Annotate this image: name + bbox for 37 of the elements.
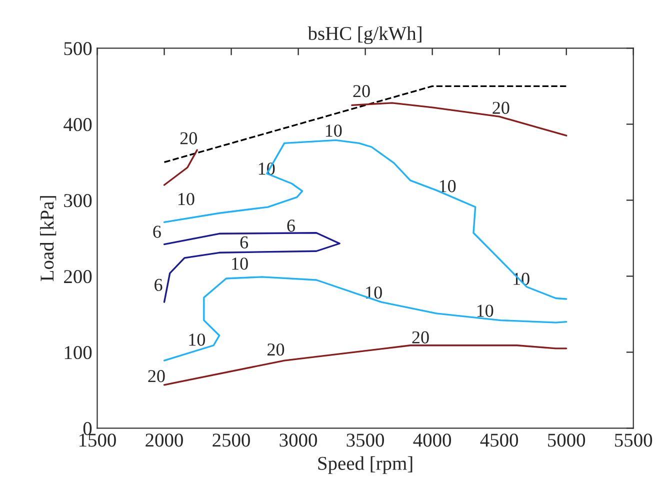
- annotation: 20: [148, 370, 165, 382]
- annotation: 6: [153, 226, 161, 238]
- y-tick-label: 200: [64, 270, 92, 284]
- y-tick-label: 100: [64, 346, 92, 360]
- line-series: [163, 344, 568, 386]
- x-tick-label: 4000: [413, 434, 452, 447]
- x-tick-label: 1500: [80, 434, 116, 447]
- annotation: 10: [326, 124, 342, 137]
- annotation: 10: [440, 180, 456, 192]
- annotation: 20: [268, 343, 284, 356]
- annotation: 20: [180, 132, 197, 144]
- x-tick-label: 5000: [548, 434, 586, 447]
- x-tick-label: 2500: [212, 434, 250, 447]
- y-tick-label: 0: [83, 422, 92, 436]
- y-tick-label: 500: [64, 42, 92, 56]
- y-tick-label: 300: [64, 194, 92, 208]
- x-tick-label: 2000: [146, 434, 183, 447]
- annotation: 10: [232, 258, 248, 270]
- annotation: 20: [412, 331, 429, 344]
- x-tick-label: 4500: [480, 434, 518, 447]
- y-tick-label: 400: [64, 118, 92, 132]
- x-tick-label: 5500: [615, 434, 652, 447]
- x-tick-label: 3500: [346, 434, 384, 447]
- annotation: 20: [353, 85, 370, 98]
- x-axis-title: Speed [rpm]: [318, 456, 412, 474]
- annotation: 10: [189, 334, 206, 346]
- y-axis-title: Load [kPa]: [40, 196, 56, 282]
- line-series: [163, 232, 340, 303]
- x-tick-label: 3000: [280, 434, 317, 447]
- annotation: 10: [477, 304, 494, 317]
- annotation: 6: [240, 236, 248, 248]
- annotation: 6: [287, 220, 295, 232]
- annotation: 10: [178, 192, 194, 206]
- line-series: [351, 102, 568, 136]
- annotation: 20: [492, 102, 510, 114]
- chart-title: bsHC [g/kWh]: [308, 26, 422, 44]
- annotation: 6: [154, 278, 162, 292]
